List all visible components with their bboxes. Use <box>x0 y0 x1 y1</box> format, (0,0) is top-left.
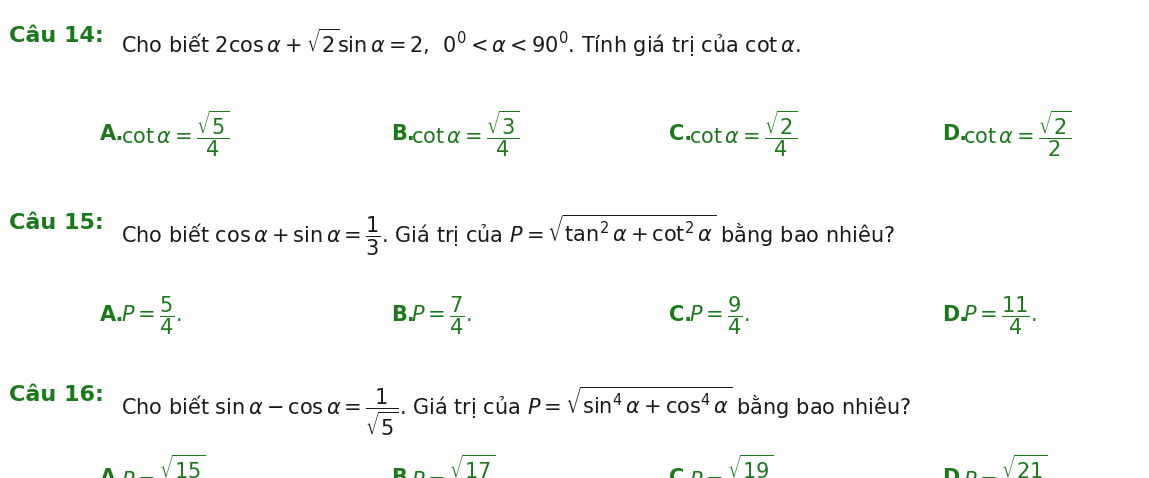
Text: $\cot\alpha = \dfrac{\sqrt{5}}{4}$: $\cot\alpha = \dfrac{\sqrt{5}}{4}$ <box>121 109 229 159</box>
Text: $P = \dfrac{9}{4}$.: $P = \dfrac{9}{4}$. <box>689 294 750 337</box>
Text: C.: C. <box>669 124 692 144</box>
Text: D.: D. <box>942 124 967 144</box>
Text: A.: A. <box>100 305 124 326</box>
Text: Câu 14:: Câu 14: <box>9 26 103 46</box>
Text: B.: B. <box>391 305 415 326</box>
Text: $P = \dfrac{\sqrt{19}}{5}$: $P = \dfrac{\sqrt{19}}{5}$ <box>689 453 773 478</box>
Text: $P = \dfrac{\sqrt{15}}{5}$: $P = \dfrac{\sqrt{15}}{5}$ <box>121 453 205 478</box>
Text: $P = \dfrac{\sqrt{21}}{5}$: $P = \dfrac{\sqrt{21}}{5}$ <box>963 453 1047 478</box>
Text: Cho biết $\cos\alpha + \sin\alpha = \dfrac{1}{3}$. Giá trị của $P = \sqrt{\tan^2: Cho biết $\cos\alpha + \sin\alpha = \dfr… <box>121 213 895 258</box>
Text: C.: C. <box>669 468 692 478</box>
Text: B.: B. <box>391 124 415 144</box>
Text: C.: C. <box>669 305 692 326</box>
Text: Câu 16:: Câu 16: <box>9 385 105 405</box>
Text: $P = \dfrac{\sqrt{17}}{5}$: $P = \dfrac{\sqrt{17}}{5}$ <box>411 453 495 478</box>
Text: Cho biết $2\cos\alpha + \sqrt{2}\sin\alpha = 2$,  $0^0 < \alpha < 90^0$. Tính gi: Cho biết $2\cos\alpha + \sqrt{2}\sin\alp… <box>121 26 801 58</box>
Text: A.: A. <box>100 468 124 478</box>
Text: D.: D. <box>942 468 967 478</box>
Text: B.: B. <box>391 468 415 478</box>
Text: $\cot\alpha = \dfrac{\sqrt{2}}{4}$: $\cot\alpha = \dfrac{\sqrt{2}}{4}$ <box>689 109 797 159</box>
Text: Cho biết $\sin\alpha - \cos\alpha = \dfrac{1}{\sqrt{5}}$. Giá trị của $P = \sqrt: Cho biết $\sin\alpha - \cos\alpha = \dfr… <box>121 385 911 438</box>
Text: Câu 15:: Câu 15: <box>9 213 103 233</box>
Text: $\cot\alpha = \dfrac{\sqrt{3}}{4}$: $\cot\alpha = \dfrac{\sqrt{3}}{4}$ <box>411 109 519 159</box>
Text: D.: D. <box>942 305 967 326</box>
Text: $\cot\alpha = \dfrac{\sqrt{2}}{2}$: $\cot\alpha = \dfrac{\sqrt{2}}{2}$ <box>963 109 1071 159</box>
Text: $P = \dfrac{7}{4}$.: $P = \dfrac{7}{4}$. <box>411 294 472 337</box>
Text: $P = \dfrac{5}{4}$.: $P = \dfrac{5}{4}$. <box>121 294 182 337</box>
Text: $P = \dfrac{11}{4}$.: $P = \dfrac{11}{4}$. <box>963 294 1036 337</box>
Text: A.: A. <box>100 124 124 144</box>
